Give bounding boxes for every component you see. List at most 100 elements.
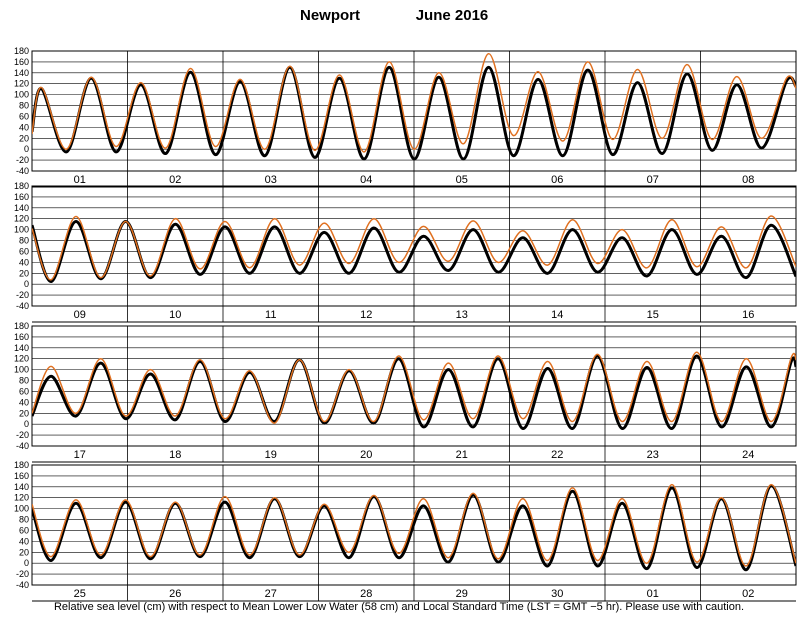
plot-frame bbox=[31, 185, 797, 307]
day-label: 21 bbox=[456, 449, 468, 461]
y-tick-label: 0 bbox=[24, 144, 29, 154]
y-tick-label: 80 bbox=[19, 376, 29, 386]
tide-lines bbox=[32, 215, 796, 283]
day-label: 05 bbox=[456, 174, 468, 186]
y-tick-label: 80 bbox=[19, 101, 29, 111]
predicted-line bbox=[32, 215, 796, 281]
y-tick-label: 40 bbox=[19, 536, 29, 546]
observed-line bbox=[32, 354, 796, 431]
y-tick-label: 100 bbox=[14, 225, 29, 235]
observed-line bbox=[32, 219, 796, 283]
y-tick-label: -40 bbox=[16, 441, 29, 451]
day-label: 13 bbox=[456, 309, 468, 321]
y-tick-label: 60 bbox=[19, 525, 29, 535]
y-tick-label: 100 bbox=[14, 90, 29, 100]
y-tick-label: 40 bbox=[19, 122, 29, 132]
day-label: 23 bbox=[647, 449, 659, 461]
day-label: 02 bbox=[169, 174, 181, 186]
y-tick-label: 160 bbox=[14, 471, 29, 481]
day-label: 08 bbox=[742, 174, 754, 186]
day-label: 09 bbox=[74, 309, 86, 321]
y-tick-label: 160 bbox=[14, 332, 29, 342]
day-label: 19 bbox=[265, 449, 277, 461]
day-label: 25 bbox=[74, 588, 86, 600]
y-tick-label: 60 bbox=[19, 386, 29, 396]
day-label: 11 bbox=[265, 309, 276, 321]
y-tick-label: 40 bbox=[19, 257, 29, 267]
y-tick-label: -40 bbox=[16, 166, 29, 176]
y-tick-label: -40 bbox=[16, 580, 29, 590]
station-title: Newport bbox=[300, 7, 360, 24]
day-label: 28 bbox=[360, 588, 372, 600]
y-tick-label: 60 bbox=[19, 246, 29, 256]
y-tick-label: 140 bbox=[14, 203, 29, 213]
plot-frame bbox=[31, 325, 797, 447]
y-tick-label: 20 bbox=[19, 268, 29, 278]
y-tick-label: 0 bbox=[24, 279, 29, 289]
plot-frame bbox=[31, 464, 797, 586]
y-tick-label: -20 bbox=[16, 569, 29, 579]
y-tick-label: 60 bbox=[19, 111, 29, 121]
day-label: 30 bbox=[551, 588, 563, 600]
y-tick-label: 120 bbox=[14, 493, 29, 503]
y-tick-label: 40 bbox=[19, 397, 29, 407]
plot-frame bbox=[31, 50, 797, 172]
y-tick-label: 160 bbox=[14, 57, 29, 67]
day-label: 15 bbox=[647, 309, 659, 321]
day-label: 04 bbox=[360, 174, 372, 186]
period-title: June 2016 bbox=[416, 7, 489, 24]
y-tick-label: 120 bbox=[14, 354, 29, 364]
y-tick-label: -20 bbox=[16, 430, 29, 440]
y-tick-label: 120 bbox=[14, 214, 29, 224]
predicted-line bbox=[32, 483, 796, 567]
day-label: 16 bbox=[742, 309, 754, 321]
day-label: 02 bbox=[742, 588, 754, 600]
predicted-line bbox=[32, 351, 796, 424]
y-tick-label: 80 bbox=[19, 236, 29, 246]
y-tick-label: -20 bbox=[16, 290, 29, 300]
day-label: 06 bbox=[551, 174, 563, 186]
day-label: 22 bbox=[551, 449, 563, 461]
day-label: 01 bbox=[647, 588, 659, 600]
y-tick-label: 140 bbox=[14, 68, 29, 78]
y-tick-label: 0 bbox=[24, 558, 29, 568]
day-label: 12 bbox=[360, 309, 372, 321]
y-tick-label: 20 bbox=[19, 133, 29, 143]
observed-line bbox=[32, 65, 796, 161]
y-tick-label: 180 bbox=[14, 181, 29, 191]
day-label: 07 bbox=[647, 174, 659, 186]
day-label: 27 bbox=[265, 588, 277, 600]
day-label: 03 bbox=[265, 174, 277, 186]
y-tick-label: 100 bbox=[14, 365, 29, 375]
y-tick-label: 20 bbox=[19, 408, 29, 418]
y-tick-label: -20 bbox=[16, 155, 29, 165]
y-tick-label: 140 bbox=[14, 482, 29, 492]
y-tick-label: 180 bbox=[14, 46, 29, 56]
y-tick-label: 100 bbox=[14, 504, 29, 514]
predicted-line bbox=[32, 52, 796, 153]
tide-lines bbox=[32, 351, 796, 431]
tide-lines bbox=[32, 483, 796, 572]
y-tick-label: 80 bbox=[19, 515, 29, 525]
day-label: 26 bbox=[169, 588, 181, 600]
day-label: 10 bbox=[169, 309, 181, 321]
day-label: 17 bbox=[74, 449, 86, 461]
day-label: 24 bbox=[742, 449, 754, 461]
day-label: 29 bbox=[456, 588, 468, 600]
tide-lines bbox=[32, 52, 796, 161]
day-label: 20 bbox=[360, 449, 372, 461]
y-tick-label: 180 bbox=[14, 460, 29, 470]
y-tick-label: 160 bbox=[14, 192, 29, 202]
day-label: 14 bbox=[551, 309, 563, 321]
figure-caption: Relative sea level (cm) with respect to … bbox=[54, 601, 744, 613]
y-tick-label: 180 bbox=[14, 321, 29, 331]
y-tick-label: 140 bbox=[14, 343, 29, 353]
y-tick-label: -40 bbox=[16, 301, 29, 311]
y-tick-label: 20 bbox=[19, 547, 29, 557]
